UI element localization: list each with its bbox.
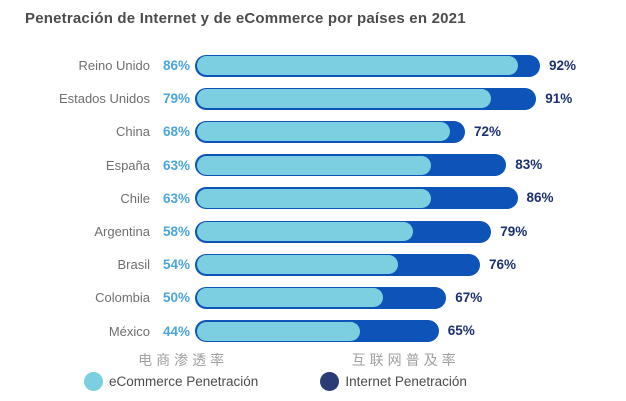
chart-row: Estados Unidos 79% 91% bbox=[0, 82, 626, 115]
internet-value: 83% bbox=[515, 157, 543, 173]
legend-ecommerce-cn-label: 电商渗透率 bbox=[138, 352, 229, 368]
bar-track: 79% bbox=[195, 220, 570, 243]
internet-value: 67% bbox=[455, 289, 483, 305]
ecommerce-value: 79% bbox=[162, 91, 190, 107]
country-label: Reino Unido bbox=[78, 58, 150, 74]
country-label: Argentina bbox=[94, 224, 150, 240]
legend-internet-cn-label: 互联网普及率 bbox=[351, 352, 460, 368]
ecommerce-legend-dot-icon bbox=[84, 372, 103, 391]
internet-value: 79% bbox=[500, 223, 528, 239]
bar-track: 83% bbox=[195, 154, 570, 177]
ecommerce-value: 58% bbox=[162, 224, 190, 240]
ecommerce-value: 68% bbox=[162, 124, 190, 140]
bar-track: 76% bbox=[195, 253, 570, 276]
ecommerce-bar bbox=[197, 255, 398, 275]
bar-track: 65% bbox=[195, 320, 570, 343]
bar-track: 72% bbox=[195, 120, 570, 143]
bar-track: 92% bbox=[195, 54, 576, 77]
chart-row: Chile 63% 86% bbox=[0, 182, 626, 215]
ecommerce-value: 50% bbox=[162, 290, 190, 306]
ecommerce-value: 54% bbox=[162, 257, 190, 273]
chart-rows: Reino Unido 86% 92% Estados Unidos 79% 9… bbox=[0, 49, 626, 348]
chart-row: Reino Unido 86% 92% bbox=[0, 49, 626, 82]
ecommerce-bar bbox=[197, 222, 413, 242]
chart-title: Penetración de Internet y de eCommerce p… bbox=[25, 10, 466, 27]
ecommerce-bar bbox=[197, 188, 432, 208]
ecommerce-bar bbox=[197, 89, 492, 109]
legend-group-internet: 互联网普及率 Internet Penetración bbox=[320, 350, 467, 391]
ecommerce-bar bbox=[197, 288, 383, 308]
country-label: España bbox=[105, 157, 150, 173]
chart-legend: 电商渗透率 eCommerce Penetración 互联网普及率 Inter… bbox=[0, 350, 626, 391]
country-label: Colombia bbox=[95, 290, 150, 306]
country-label: México bbox=[108, 323, 150, 339]
bar-track: 91% bbox=[195, 87, 573, 110]
ecommerce-value: 44% bbox=[162, 323, 190, 339]
chart-row: China 68% 72% bbox=[0, 115, 626, 148]
legend-group-ecommerce: 电商渗透率 eCommerce Penetración bbox=[84, 350, 258, 391]
legend-internet-row: Internet Penetración bbox=[320, 372, 467, 391]
chart-row: España 63% 83% bbox=[0, 149, 626, 182]
legend-internet-label: Internet Penetración bbox=[345, 374, 467, 389]
legend-ecommerce-label: eCommerce Penetración bbox=[109, 374, 259, 389]
country-label: Estados Unidos bbox=[58, 91, 150, 107]
internet-value: 92% bbox=[549, 57, 577, 73]
country-label: China bbox=[116, 124, 150, 140]
country-label: Brasil bbox=[117, 257, 150, 273]
ecommerce-bar bbox=[197, 155, 432, 175]
ecommerce-bar bbox=[197, 122, 450, 142]
ecommerce-value: 63% bbox=[162, 157, 190, 173]
internet-value: 76% bbox=[489, 256, 517, 272]
bar-track: 67% bbox=[195, 286, 570, 309]
internet-value: 91% bbox=[545, 90, 573, 106]
ecommerce-bar bbox=[197, 56, 518, 76]
chart-row: Brasil 54% 76% bbox=[0, 248, 626, 281]
internet-value: 86% bbox=[526, 190, 554, 206]
ecommerce-bar bbox=[197, 321, 360, 341]
internet-value: 65% bbox=[447, 323, 475, 339]
bar-track: 86% bbox=[195, 187, 570, 210]
chart-row: México 44% 65% bbox=[0, 315, 626, 348]
ecommerce-value: 86% bbox=[162, 58, 190, 74]
ecommerce-value: 63% bbox=[162, 190, 190, 206]
legend-ecommerce-row: eCommerce Penetración bbox=[84, 372, 258, 391]
chart-row: Colombia 50% 67% bbox=[0, 281, 626, 314]
internet-value: 72% bbox=[474, 123, 502, 139]
chart-row: Argentina 58% 79% bbox=[0, 215, 626, 248]
country-label: Chile bbox=[120, 190, 150, 206]
internet-legend-dot-icon bbox=[320, 372, 340, 391]
